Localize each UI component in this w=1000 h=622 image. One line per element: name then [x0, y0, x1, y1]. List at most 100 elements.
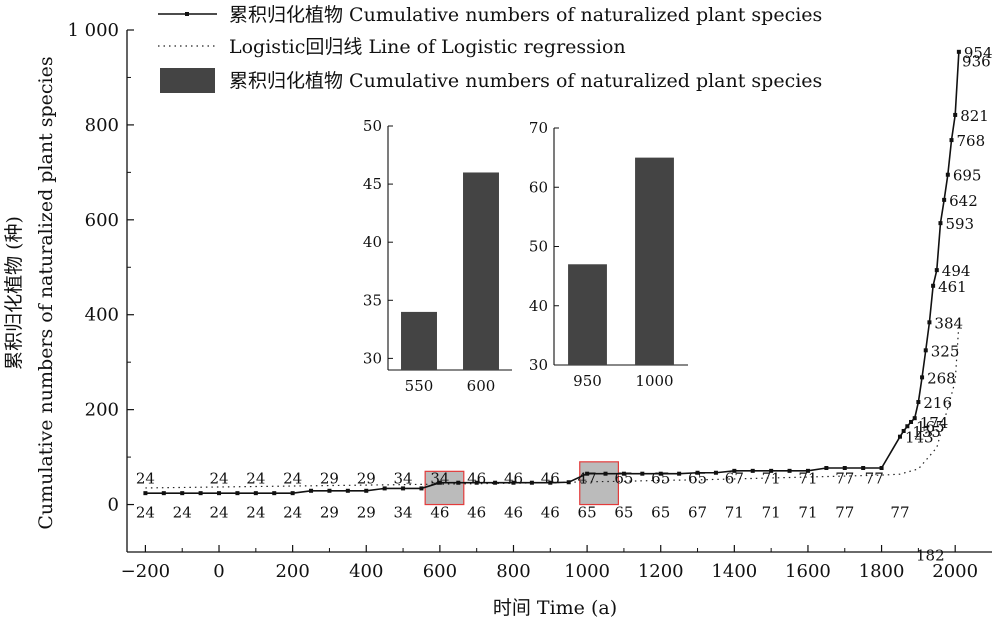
data-point-marker	[382, 486, 387, 491]
data-label-growth: 182	[916, 546, 945, 564]
data-point-marker	[585, 471, 590, 476]
inset-y-tick-label: 50	[529, 238, 548, 256]
data-label-upper: 71	[762, 470, 781, 488]
data-point-marker	[824, 466, 829, 471]
data-point-marker	[253, 491, 258, 496]
data-label-lower: 46	[541, 504, 560, 522]
data-label-upper: 77	[865, 470, 884, 488]
data-point-marker	[949, 138, 954, 143]
inset-y-tick-label: 50	[363, 117, 382, 135]
data-label-growth: 325	[931, 342, 960, 360]
inset-x-tick-label: 550	[405, 377, 434, 395]
data-label-upper: 77	[835, 470, 854, 488]
data-point-marker	[953, 112, 958, 117]
data-point-marker	[695, 470, 700, 475]
legend-bar-swatch	[160, 68, 215, 93]
data-label-lower: 24	[283, 504, 302, 522]
data-point-marker	[401, 486, 406, 491]
data-label-upper: 46	[467, 470, 486, 488]
data-label-lower: 24	[209, 504, 228, 522]
data-label-growth: 954	[964, 44, 993, 62]
y-tick-label: 200	[85, 400, 119, 421]
cumulative-species-line	[145, 51, 960, 494]
data-label-growth: 768	[957, 132, 986, 150]
data-label-growth: 642	[949, 192, 978, 210]
data-label-upper: 24	[136, 470, 155, 488]
data-point-marker	[217, 491, 222, 496]
data-point-marker	[345, 488, 350, 493]
data-label-upper: 46	[541, 470, 560, 488]
x-tick-label: −200	[121, 561, 170, 582]
data-label-upper: 71	[798, 470, 817, 488]
inset-bar	[568, 264, 607, 365]
data-label-upper: 24	[246, 470, 265, 488]
data-label-growth: 384	[934, 314, 963, 332]
data-label-upper: 65	[614, 470, 633, 488]
data-label-upper: 34	[394, 470, 413, 488]
data-label-lower: 24	[136, 504, 155, 522]
y-axis-title-en: Cumulative numbers of naturalized plant …	[35, 56, 57, 529]
inset-y-tick-label: 70	[529, 119, 548, 137]
data-point-marker	[272, 491, 277, 496]
data-point-marker	[180, 491, 185, 496]
inset-x-tick-label: 600	[467, 377, 496, 395]
x-tick-label: 600	[423, 561, 457, 582]
x-tick-label: 1800	[859, 561, 905, 582]
inset-y-tick-label: 40	[529, 297, 548, 315]
inset-bar	[635, 157, 674, 365]
inset-bar-chart: 30 40 50 60 70 950 1000	[529, 119, 688, 390]
legend-label: 累积归化植物 Cumulative numbers of naturalized…	[229, 70, 822, 92]
data-point-marker	[931, 283, 936, 288]
data-labels: 24 24 24 24 29 29 34 34 46 46 46 47 65 65 65 67 71 71 77 77…	[136, 44, 993, 565]
data-point-marker	[548, 480, 553, 485]
data-point-marker	[198, 491, 203, 496]
x-tick-label: 1600	[785, 561, 831, 582]
inset-y-tick-label: 60	[529, 178, 548, 196]
data-label-growth: 143	[905, 429, 934, 447]
data-point-marker	[437, 480, 442, 485]
data-label-growth: 593	[945, 215, 974, 233]
data-point-marker	[912, 416, 917, 421]
y-tick-label: 0	[108, 495, 119, 516]
data-label-upper: 34	[430, 470, 449, 488]
data-label-growth: 165	[916, 418, 945, 436]
data-point-marker	[805, 468, 810, 473]
data-point-marker	[923, 348, 928, 353]
x-tick-label: 1000	[564, 561, 610, 582]
data-label-lower: 24	[173, 504, 192, 522]
series-layer	[143, 49, 961, 496]
data-label-upper: 29	[357, 470, 376, 488]
data-label-growth: 174	[920, 414, 949, 432]
data-point-marker	[750, 468, 755, 473]
x-tick-label: 800	[496, 561, 530, 582]
data-label-lower: 77	[890, 504, 909, 522]
inset-y-tick-label: 45	[363, 175, 382, 193]
data-label-lower: 29	[320, 504, 339, 522]
data-point-marker	[327, 488, 332, 493]
data-point-marker	[161, 491, 166, 496]
data-point-marker	[934, 268, 939, 273]
inset-y-tick-label: 40	[363, 233, 382, 251]
data-point-marker	[566, 480, 571, 485]
data-label-growth: 936	[962, 52, 991, 70]
data-point-marker	[861, 466, 866, 471]
data-point-marker	[769, 468, 774, 473]
data-label-growth: 821	[960, 107, 989, 125]
legend-marker-swatch	[185, 12, 189, 16]
data-point-marker	[909, 419, 914, 424]
data-point-marker	[879, 466, 884, 471]
data-label-lower: 24	[246, 504, 265, 522]
legend-label: 累积归化植物 Cumulative numbers of naturalized…	[229, 4, 822, 26]
data-point-marker	[732, 468, 737, 473]
inset-bar	[463, 172, 499, 370]
data-point-marker	[290, 491, 295, 496]
inset-x-tick-label: 1000	[635, 372, 673, 390]
x-tick-label: 1400	[711, 561, 757, 582]
y-tick-label: 400	[85, 305, 119, 326]
data-label-growth: 268	[927, 369, 956, 387]
data-label-lower: 65	[614, 504, 633, 522]
insets: 30 35 40 45 50 550 600 30 40 50 60 70 950 1000	[363, 117, 688, 395]
data-point-marker	[640, 471, 645, 476]
y-tick-label: 800	[85, 115, 119, 136]
data-point-marker	[456, 480, 461, 485]
